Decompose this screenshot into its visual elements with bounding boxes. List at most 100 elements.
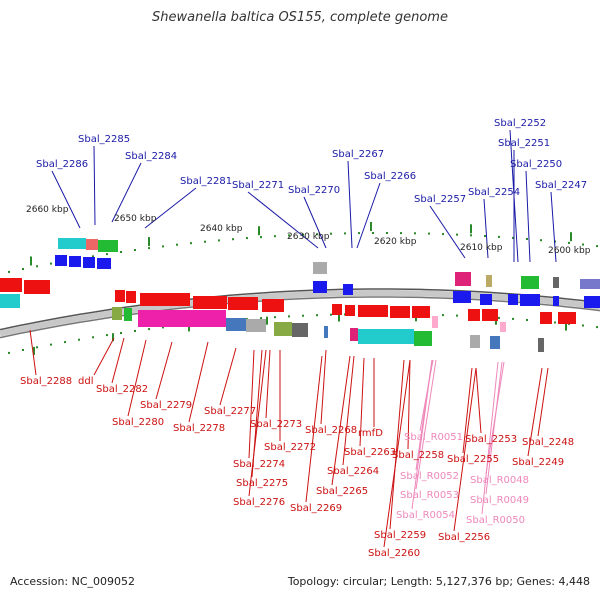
minor-tick [498,235,500,238]
gene-feature [313,281,327,293]
reverse-gene-label[interactable]: Sbal_2277 [204,406,256,417]
minor-tick [92,336,94,339]
forward-gene-label[interactable]: Sbal_2247 [535,180,587,191]
forward-gene-label[interactable]: Sbal_2257 [414,194,466,205]
leader-line [525,170,531,263]
gene-feature [83,257,95,268]
reverse-gene-label[interactable]: Sbal_2253 [465,434,517,445]
reverse-gene-label[interactable]: Sbal_2265 [316,486,368,497]
reverse-gene-label[interactable]: Sbal_2268 [305,425,357,436]
forward-gene-label[interactable]: Sbal_2270 [288,185,340,196]
gene-feature [468,309,480,321]
minor-tick [22,349,24,351]
minor-tick [302,233,304,236]
reverse-gene-label[interactable]: Sbal_2260 [368,548,420,559]
reverse-gene-label[interactable]: Sbal_2274 [233,459,285,470]
leader-line [111,337,125,384]
feature-blocks [0,238,600,352]
label-lines [29,129,557,548]
reverse-gene-label[interactable]: Sbal_2282 [96,384,148,395]
reverse-gene-label[interactable]: Sbal_2269 [290,503,342,514]
leader-line [305,355,323,503]
minor-tick [92,255,94,258]
forward-gene-label[interactable]: Sbal_2284 [125,151,177,162]
reverse-gene-label[interactable]: Sbal_2256 [438,532,490,543]
minor-tick [456,314,458,317]
forward-gene-label[interactable]: Sbal_2267 [332,149,384,160]
major-tick [188,323,190,332]
forward-gene-label[interactable]: Sbal_2250 [510,159,562,170]
gene-feature [553,277,559,288]
forward-gene-label[interactable]: Sbal_2286 [36,159,88,170]
reverse-gene-label[interactable]: Sbal_2259 [374,530,426,541]
rna-gene-label[interactable]: Sbal_R0051 [404,432,463,443]
reverse-gene-label[interactable]: Sbal_2263 [344,447,396,458]
reverse-gene-label[interactable]: Sbal_2249 [512,457,564,468]
gene-feature [480,294,492,305]
gene-feature [553,296,559,306]
minor-tick [554,321,556,324]
reverse-gene-label[interactable]: Sbal_2255 [447,454,499,465]
leader-line [407,359,411,450]
kbp-labels: 2660 kbp 2650 kbp 2640 kbp 2630 kbp 2620 kbp… [26,205,591,256]
rna-gene-label[interactable]: Sbal_R0050 [466,515,525,526]
gene-feature [345,305,355,316]
gene-feature [453,291,471,303]
major-tick [370,222,372,231]
backbone-inner [0,296,600,339]
gene-feature [490,336,500,349]
minor-tick [344,232,346,235]
forward-gene-label[interactable]: Sbal_2254 [468,187,520,198]
forward-gene-label[interactable]: Sbal_2251 [498,138,550,149]
reverse-gene-label[interactable]: rmfD [358,428,383,439]
minor-tick [78,338,80,341]
reverse-gene-label[interactable]: Sbal_2280 [112,417,164,428]
rna-gene-label[interactable]: Sbal_R0052 [400,471,459,482]
gene-feature [332,304,342,315]
minor-tick [428,232,430,235]
gene-feature [193,296,227,309]
gene-feature [126,291,136,303]
gene-feature [540,312,552,324]
reverse-gene-label[interactable]: Sbal_2264 [327,466,379,477]
forward-gene-label[interactable]: Sbal_2266 [364,171,416,182]
minor-tick [8,351,10,354]
leader-line [342,355,355,466]
reverse-gene-label[interactable]: Sbal_2258 [392,450,444,461]
leader-line [356,182,381,249]
minor-tick [316,314,318,317]
gene-feature [390,306,410,318]
reverse-gene-label[interactable]: Sbal_2279 [140,400,192,411]
rna-gene-label[interactable]: Sbal_R0049 [470,495,529,506]
gene-feature [470,335,480,348]
gene-feature [455,272,471,286]
forward-gene-label[interactable]: Sbal_2285 [78,134,130,145]
leader-line [485,361,503,495]
gene-feature [520,294,540,306]
rna-gene-label[interactable]: Sbal_R0053 [400,490,459,501]
gene-feature [412,306,430,318]
minor-tick [358,232,360,235]
reverse-gene-label[interactable]: ddl [78,376,93,387]
reverse-gene-label[interactable]: Sbal_2248 [522,437,574,448]
gene-feature [358,305,388,317]
reverse-gene-label[interactable]: Sbal_2278 [173,423,225,434]
reverse-gene-label[interactable]: Sbal_2275 [236,478,288,489]
minor-tick [316,233,318,236]
gene-feature [313,262,327,274]
reverse-gene-label[interactable]: Sbal_2288 [20,376,72,387]
rna-gene-label[interactable]: Sbal_R0054 [396,510,455,521]
reverse-gene-label[interactable]: Sbal_2272 [264,442,316,453]
minor-tick [442,233,444,236]
reverse-gene-label[interactable]: Sbal_2276 [233,497,285,508]
forward-gene-label[interactable]: Sbal_2281 [180,176,232,187]
reverse-gene-label[interactable]: Sbal_2273 [250,419,302,430]
forward-gene-label[interactable]: Sbal_2252 [494,118,546,129]
minor-tick [218,239,220,242]
gene-feature [112,307,122,320]
minor-tick [526,319,528,321]
rna-gene-label[interactable]: Sbal_R0048 [470,475,529,486]
gene-feature [226,318,246,331]
forward-gene-label[interactable]: Sbal_2271 [232,180,284,191]
